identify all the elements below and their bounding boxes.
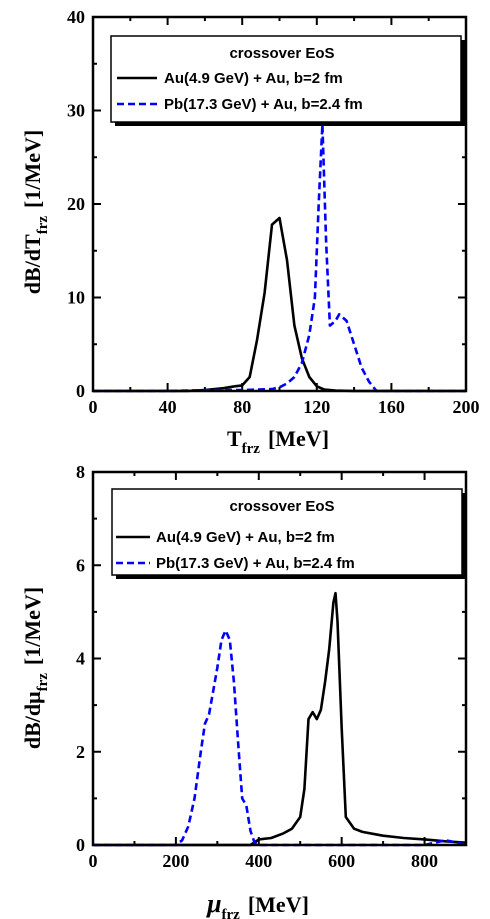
top-legend: crossover EoS Au(4.9 GeV) + Au, b=2 fm P… [110, 35, 465, 126]
top-panel: 0 40 80 120 160 200 0 10 20 30 40 crossover EoS Au… [20, 7, 480, 457]
bottom-x-label-unit: [MeV] [248, 892, 309, 917]
bottom-y-label-sub: frz [35, 673, 51, 692]
bottom-panel: 0 200 400 600 800 0 2 4 6 8 crossover EoS Au(4.9 … [20, 462, 468, 919]
top-x-label-main: T [227, 426, 242, 451]
top-x-tick-label: 160 [378, 397, 405, 417]
bottom-y-tick-label: 8 [76, 462, 85, 482]
bottom-y-tick-label: 4 [76, 649, 85, 669]
bottom-x-label-main: μ [205, 889, 221, 918]
bottom-x-tick-label: 600 [328, 851, 355, 871]
top-series-au-line [93, 216, 466, 393]
top-series-pb-line [93, 123, 466, 393]
top-x-axis-label: Tfrz [MeV] [227, 426, 329, 457]
top-y-axis-label: dB/dTfrz [1/MeV] [20, 130, 51, 294]
top-legend-label-au: Au(4.9 GeV) + Au, b=2 fm [164, 70, 343, 87]
top-x-tick-label: 40 [159, 397, 177, 417]
bottom-x-tick-label: 0 [89, 851, 98, 871]
bottom-y-axis-label: dB/dμfrz [1/MeV] [20, 587, 51, 749]
top-y-tick-label: 20 [67, 194, 85, 214]
top-x-tick-label: 80 [233, 397, 251, 417]
bottom-legend-label-pb: Pb(17.3 GeV) + Au, b=2.4 fm [156, 555, 355, 572]
top-x-label-unit: [MeV] [268, 426, 329, 451]
top-x-tick-label: 0 [89, 397, 98, 417]
top-y-label-unit: [1/MeV] [20, 130, 45, 208]
bottom-legend-box [111, 488, 463, 576]
top-legend-box [110, 35, 462, 123]
top-x-label-sub: frz [242, 441, 261, 457]
top-legend-title: crossover EoS [229, 45, 334, 62]
bottom-plot-frame [91, 470, 468, 847]
top-y-label-main: dB/dT [20, 234, 45, 294]
top-plot-frame [91, 15, 468, 393]
bottom-x-axis-label: μfrz [MeV] [205, 889, 309, 919]
bottom-x-tick-label: 400 [245, 851, 272, 871]
bottom-legend-title: crossover EoS [229, 498, 334, 515]
bottom-series-pb-line [93, 629, 467, 847]
bottom-series-au-line [93, 591, 467, 847]
bottom-legend: crossover EoS Au(4.9 GeV) + Au, b=2 fm P… [111, 488, 466, 579]
top-x-tick-label: 120 [303, 397, 330, 417]
top-y-tick-label: 30 [67, 101, 85, 121]
bottom-y-tick-label: 0 [76, 835, 85, 855]
bottom-x-label-sub: frz [222, 907, 241, 919]
bottom-legend-label-au: Au(4.9 GeV) + Au, b=2 fm [156, 529, 335, 546]
top-y-tick-label: 10 [67, 288, 85, 308]
bottom-y-tick-label: 6 [76, 555, 85, 575]
bottom-y-label-unit: [1/MeV] [20, 587, 45, 665]
top-y-label-sub: frz [35, 216, 51, 235]
top-y-tick-label: 0 [76, 381, 85, 401]
bottom-x-tick-label: 200 [162, 851, 189, 871]
top-x-tick-label: 200 [453, 397, 480, 417]
bottom-x-tick-label: 800 [411, 851, 438, 871]
bottom-y-label-main: dB/dμ [20, 691, 45, 749]
bottom-y-tick-label: 2 [76, 742, 85, 762]
top-legend-label-pb: Pb(17.3 GeV) + Au, b=2.4 fm [164, 96, 363, 113]
top-y-tick-label: 40 [67, 7, 85, 27]
